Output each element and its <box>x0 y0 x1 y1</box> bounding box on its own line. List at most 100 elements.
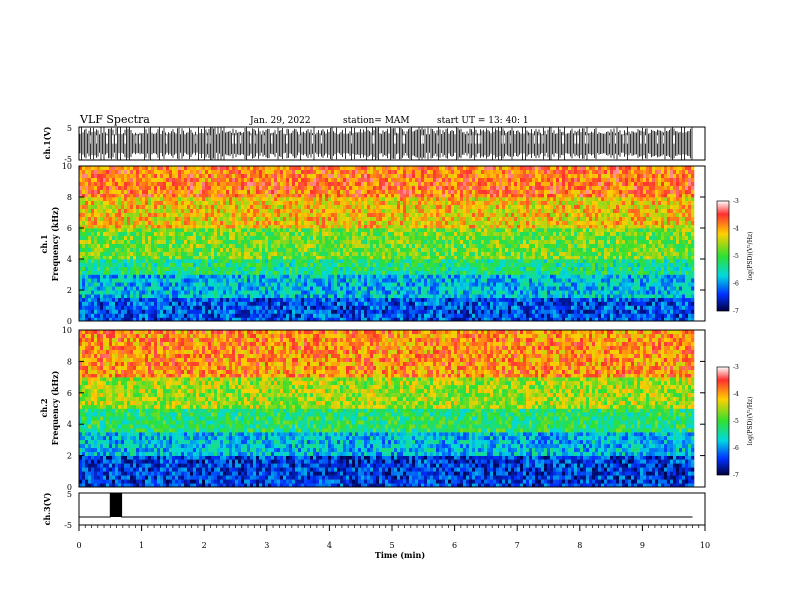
spectrogram-cell <box>148 286 152 291</box>
spectrogram-cell <box>310 297 314 303</box>
spectrogram-cell <box>298 313 302 319</box>
spectrogram-cell <box>274 236 278 241</box>
spectrogram-cell <box>580 271 584 275</box>
spectrogram-cell <box>652 232 656 237</box>
spectrogram-cell <box>610 248 614 253</box>
ch1-waveform-gap <box>271 135 273 144</box>
spectrogram-cell <box>676 267 680 272</box>
spectrogram-cell <box>421 232 425 237</box>
spectrogram-cell <box>637 278 641 283</box>
spectrogram-cell <box>91 290 95 295</box>
spectrogram-cell <box>154 317 158 322</box>
spectrogram-cell <box>181 259 185 264</box>
spectrogram-cell <box>685 228 689 233</box>
spectrogram-cell <box>127 228 131 233</box>
spectrogram-cell <box>214 290 218 295</box>
spectrogram-cell <box>415 259 419 264</box>
spectrogram-cell <box>124 301 128 307</box>
spectrogram-cell <box>169 259 173 264</box>
spectrogram-cell <box>403 278 407 283</box>
spectrogram-cell <box>544 240 548 245</box>
spectrogram-cell <box>274 259 278 264</box>
spectrogram-cell <box>565 290 569 295</box>
spectrogram-cell <box>589 263 593 268</box>
spectrogram-cell <box>391 282 395 287</box>
spectrogram-cell <box>253 297 257 303</box>
spectrogram-cell <box>193 290 197 295</box>
spectrogram-cell <box>385 294 389 299</box>
spectrogram-cell <box>481 267 485 272</box>
spectrogram-cell <box>523 309 527 315</box>
spectrogram-cell <box>190 290 194 295</box>
spectrogram-cell <box>394 301 398 307</box>
spectrogram-cell <box>226 232 230 237</box>
spectrogram-cell <box>118 286 122 291</box>
spectrogram-cell <box>325 278 329 283</box>
spectrogram-cell <box>586 244 590 249</box>
spectrogram-cell <box>469 282 473 287</box>
spectrogram-cell <box>595 236 599 241</box>
spectrogram-cell <box>535 244 539 249</box>
spectrogram-cell <box>505 228 509 233</box>
spectrogram-cell <box>145 313 149 319</box>
spectrogram-cell <box>628 301 632 307</box>
spectrogram-cell <box>184 244 188 249</box>
spectrogram-cell <box>340 259 344 264</box>
spectrogram-cell <box>376 290 380 295</box>
spectrogram-cell <box>151 232 155 237</box>
spectrogram-cell <box>172 274 176 279</box>
spectrogram-cell <box>349 244 353 249</box>
spectrogram-cell <box>352 244 356 249</box>
spectrogram-cell <box>571 305 575 311</box>
spectrogram-cell <box>601 290 605 295</box>
spectrogram-cell <box>157 240 161 245</box>
spectrogram-cell <box>628 259 632 264</box>
ch1-waveform-gap <box>645 135 647 144</box>
spectrogram-cell <box>106 244 110 249</box>
spectrogram-cell <box>451 240 455 245</box>
spectrogram-cell <box>406 294 410 299</box>
spectrogram-cell <box>244 278 248 283</box>
spectrogram-cell <box>136 309 140 315</box>
spectrogram-cell <box>181 248 185 253</box>
spectrogram-cell <box>502 290 506 295</box>
spectrogram-cell <box>463 236 467 241</box>
spectrogram-cell <box>550 297 554 303</box>
spectrogram-cell <box>643 313 647 319</box>
spectrogram-cell <box>463 274 467 279</box>
spectrogram-cell <box>493 317 497 322</box>
spectrogram-cell <box>298 294 302 299</box>
ch1-waveform-gap <box>422 135 424 144</box>
spectrogram-cell <box>256 248 260 253</box>
spectrogram-cell <box>454 297 458 303</box>
spectrogram-cell <box>403 290 407 295</box>
spectrogram-cell <box>688 278 692 283</box>
spectrogram-cell <box>223 236 227 241</box>
spectrogram-cell <box>235 301 239 307</box>
spectrogram-cell <box>211 297 215 303</box>
spectrogram-cell <box>484 263 488 268</box>
spectrogram-cell <box>268 290 272 295</box>
spectrogram-cell <box>175 240 179 245</box>
spectrogram-cell <box>415 232 419 237</box>
spectrogram-cell <box>343 267 347 272</box>
spectrogram-cell <box>364 248 368 253</box>
spectrogram-cell <box>82 248 86 253</box>
spectrogram-cell <box>142 305 146 311</box>
spectrogram-cell <box>550 313 554 319</box>
spectrogram-cell <box>634 294 638 299</box>
spectrogram-cell <box>100 232 104 237</box>
spectrogram-cell <box>373 248 377 253</box>
spectrogram-cell <box>235 294 239 299</box>
spectrogram-cell <box>151 309 155 315</box>
spectrogram-cell <box>229 313 233 319</box>
spectrogram-cell <box>157 309 161 315</box>
spectrogram-cell <box>601 236 605 241</box>
spectrogram-cell <box>460 274 464 279</box>
spectrogram-cell <box>625 267 629 272</box>
spectrogram-cell <box>406 297 410 303</box>
spectrogram-cell <box>340 240 344 245</box>
spectrogram-cell <box>322 297 326 303</box>
spectrogram-cell <box>436 259 440 264</box>
spectrogram-cell <box>604 274 608 279</box>
